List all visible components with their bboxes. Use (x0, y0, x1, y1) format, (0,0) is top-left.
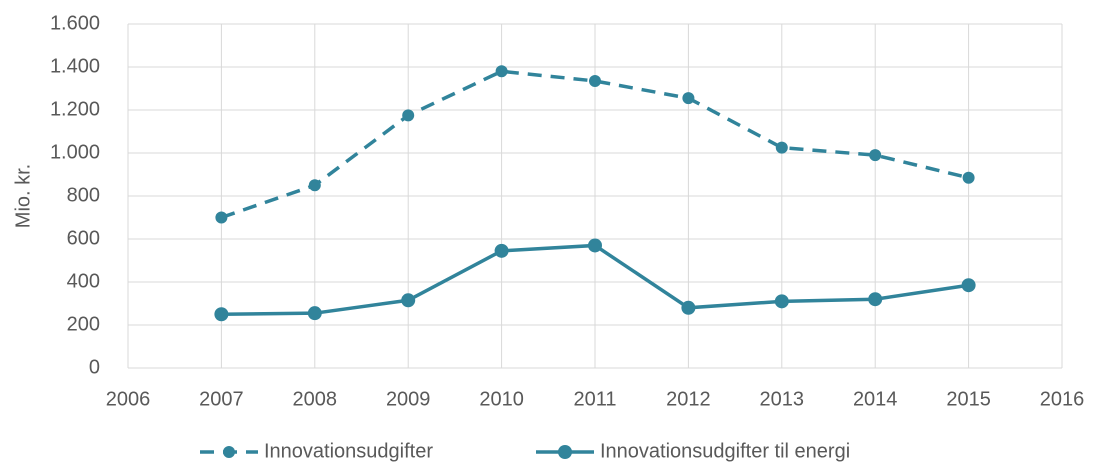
data-point (308, 179, 321, 192)
data-point (868, 292, 883, 307)
x-tick-label: 2013 (760, 388, 805, 410)
x-tick-label: 2011 (573, 388, 616, 410)
data-point (215, 211, 228, 224)
data-point (495, 65, 508, 78)
x-tick-label: 2008 (293, 388, 338, 410)
x-tick-label: 2006 (106, 388, 151, 410)
x-tick-label: 2009 (386, 388, 431, 410)
x-tick-label: 2016 (1040, 388, 1085, 410)
y-tick-label: 800 (67, 184, 100, 206)
data-point (588, 238, 602, 253)
y-tick-label: 600 (67, 227, 100, 249)
data-point (307, 306, 322, 321)
x-tick-label: 2012 (666, 388, 711, 410)
x-tick-label: 2015 (946, 388, 991, 410)
y-axis-label: Mio. kr. (12, 164, 34, 228)
data-point (402, 109, 415, 122)
data-point (869, 149, 882, 162)
data-point (961, 278, 976, 293)
legend-marker (223, 446, 235, 458)
data-point (775, 141, 788, 154)
series-line (220, 69, 970, 220)
y-tick-label: 0 (89, 356, 100, 378)
x-tick-label: 2010 (479, 388, 524, 410)
y-tick-label: 1.400 (50, 55, 100, 77)
data-point (682, 92, 695, 105)
data-point (962, 171, 975, 184)
data-point (494, 243, 509, 258)
x-tick-label: 2014 (853, 388, 898, 410)
data-point (681, 300, 696, 315)
y-tick-label: 200 (67, 313, 100, 335)
data-point (774, 294, 789, 309)
legend-marker (558, 445, 572, 459)
legend-label: Innovationsudgifter (264, 440, 433, 462)
data-point (214, 307, 229, 322)
data-point (589, 74, 601, 87)
y-tick-label: 1.600 (50, 12, 100, 34)
y-tick-label: 1.200 (50, 98, 100, 120)
y-tick-label: 1.000 (50, 141, 100, 163)
legend-label: Innovationsudgifter til energi (600, 440, 850, 462)
x-tick-label: 2007 (199, 388, 244, 410)
data-point (401, 293, 416, 308)
y-tick-label: 400 (67, 270, 100, 292)
